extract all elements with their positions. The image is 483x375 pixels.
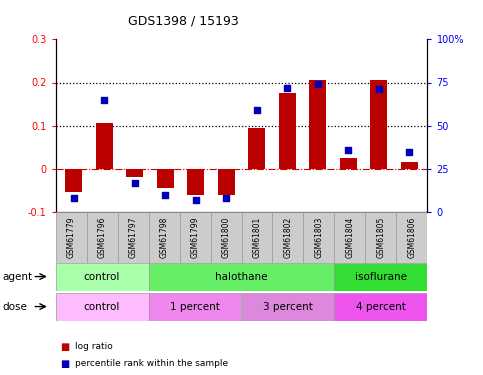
Text: GSM61798: GSM61798 bbox=[159, 216, 169, 258]
Bar bbox=[86, 212, 117, 262]
Bar bbox=[211, 212, 242, 262]
Bar bbox=[56, 212, 86, 262]
Bar bbox=[366, 212, 397, 262]
Bar bbox=[334, 212, 366, 262]
Text: agent: agent bbox=[2, 272, 32, 282]
Text: GSM61806: GSM61806 bbox=[408, 216, 416, 258]
Bar bbox=[149, 292, 242, 321]
Text: GSM61799: GSM61799 bbox=[190, 216, 199, 258]
Point bbox=[161, 192, 169, 198]
Point bbox=[70, 195, 78, 201]
Bar bbox=[340, 158, 356, 169]
Point bbox=[314, 81, 322, 87]
Text: 4 percent: 4 percent bbox=[356, 302, 406, 312]
Point bbox=[253, 107, 261, 113]
Bar bbox=[370, 80, 387, 169]
Text: GSM61803: GSM61803 bbox=[314, 216, 324, 258]
Bar bbox=[180, 212, 211, 262]
Point bbox=[192, 197, 199, 203]
Text: control: control bbox=[84, 302, 120, 312]
Text: percentile rank within the sample: percentile rank within the sample bbox=[75, 359, 228, 368]
Text: log ratio: log ratio bbox=[75, 342, 113, 351]
Bar bbox=[56, 262, 149, 291]
Point bbox=[222, 195, 230, 201]
Bar bbox=[309, 80, 326, 169]
Bar bbox=[187, 169, 204, 195]
Bar bbox=[248, 128, 265, 169]
Bar bbox=[127, 169, 143, 177]
Text: GSM61797: GSM61797 bbox=[128, 216, 138, 258]
Bar bbox=[242, 212, 272, 262]
Bar bbox=[272, 212, 303, 262]
Bar bbox=[66, 169, 82, 192]
Bar bbox=[242, 292, 334, 321]
Text: isoflurane: isoflurane bbox=[355, 272, 407, 282]
Bar bbox=[279, 93, 296, 169]
Bar bbox=[397, 212, 427, 262]
Point bbox=[405, 148, 413, 154]
Point bbox=[100, 97, 108, 103]
Text: control: control bbox=[84, 272, 120, 282]
Point bbox=[375, 86, 383, 92]
Bar bbox=[157, 169, 174, 188]
Text: GSM61801: GSM61801 bbox=[253, 217, 261, 258]
Bar bbox=[117, 212, 149, 262]
Text: 3 percent: 3 percent bbox=[263, 302, 313, 312]
Text: 1 percent: 1 percent bbox=[170, 302, 220, 312]
Bar bbox=[149, 262, 334, 291]
Text: ■: ■ bbox=[60, 342, 70, 352]
Text: GSM61805: GSM61805 bbox=[376, 216, 385, 258]
Point bbox=[284, 85, 291, 91]
Point bbox=[131, 180, 139, 186]
Text: GDS1398 / 15193: GDS1398 / 15193 bbox=[128, 15, 239, 28]
Bar bbox=[218, 169, 235, 195]
Bar bbox=[303, 212, 334, 262]
Text: ■: ■ bbox=[60, 359, 70, 369]
Bar bbox=[149, 212, 180, 262]
Text: GSM61779: GSM61779 bbox=[67, 216, 75, 258]
Text: dose: dose bbox=[2, 302, 28, 312]
Text: halothane: halothane bbox=[215, 272, 268, 282]
Text: GSM61802: GSM61802 bbox=[284, 217, 293, 258]
Bar bbox=[334, 292, 427, 321]
Bar bbox=[56, 292, 149, 321]
Bar bbox=[96, 123, 113, 169]
Text: GSM61804: GSM61804 bbox=[345, 216, 355, 258]
Text: GSM61800: GSM61800 bbox=[222, 216, 230, 258]
Bar bbox=[334, 262, 427, 291]
Text: GSM61796: GSM61796 bbox=[98, 216, 107, 258]
Bar bbox=[401, 162, 417, 169]
Point bbox=[344, 147, 352, 153]
